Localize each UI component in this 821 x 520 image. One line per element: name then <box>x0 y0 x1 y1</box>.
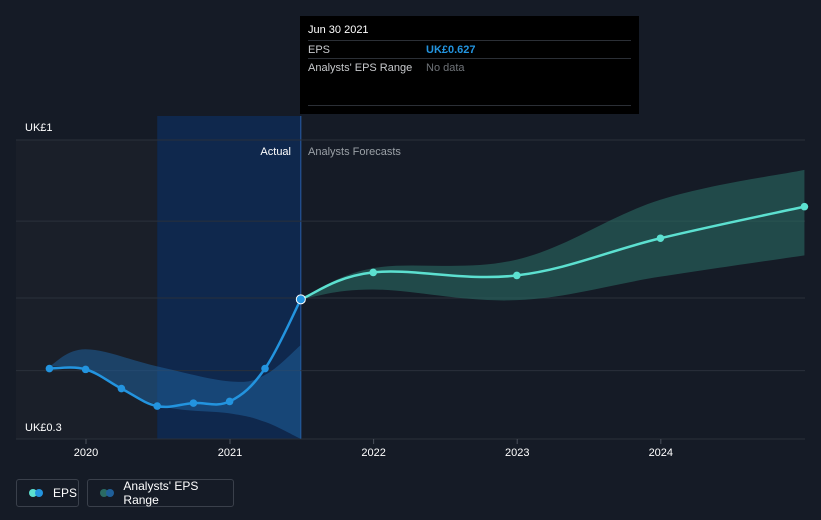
forecast-point <box>369 268 378 277</box>
tooltip-range-value: No data <box>426 61 465 74</box>
tooltip-row-eps: EPS UK£0.627 <box>308 40 631 58</box>
tooltip-divider <box>308 105 631 106</box>
range-legend-icon <box>100 489 115 497</box>
tooltip-range-label: Analysts' EPS Range <box>308 61 413 74</box>
eps-point-highlighted <box>295 294 306 305</box>
forecast-line <box>300 205 805 301</box>
range-band-layer <box>49 169 805 439</box>
tooltip-date: Jun 30 2021 <box>308 24 369 36</box>
forecast-point <box>656 234 665 243</box>
legend-eps-button[interactable]: EPS <box>16 479 79 507</box>
tooltip-eps-label: EPS <box>308 43 331 56</box>
x-tick-label: 2024 <box>649 447 673 459</box>
eps-point <box>189 399 198 407</box>
x-tick-label: 2021 <box>218 447 242 459</box>
eps-legend-icon <box>29 489 45 497</box>
eps-point <box>261 364 269 373</box>
eps-point <box>81 365 90 374</box>
y-axis-top-label: UK£1 <box>25 122 53 134</box>
point-layer <box>45 202 809 410</box>
forecast-point <box>800 202 809 211</box>
legend-eps-label: EPS <box>53 486 78 500</box>
tooltip: Jun 30 2021 EPS UK£0.627 Analysts' EPS R… <box>300 16 639 114</box>
x-tick-label: 2022 <box>361 447 385 459</box>
text-layer: Actual Analysts Forecasts UK£1 UK£0.3 <box>25 122 401 434</box>
tooltip-row-range: Analysts' EPS Range No data <box>308 58 631 76</box>
range-band-actual <box>49 345 301 439</box>
eps-point <box>153 402 162 410</box>
actual-label: Actual <box>260 146 291 158</box>
eps-point <box>117 384 126 393</box>
eps-point <box>45 364 54 373</box>
forecast-point <box>513 271 521 280</box>
range-band-forecast <box>300 169 805 301</box>
x-tick-label: 2023 <box>505 447 529 459</box>
legend-range-label: Analysts' EPS Range <box>123 479 199 507</box>
tooltip-eps-value: UK£0.627 <box>426 43 476 56</box>
chart-background-layer <box>16 116 302 439</box>
legend-range-button[interactable]: Analysts' EPS Range <box>87 479 234 507</box>
x-tick-label: 2020 <box>74 447 98 459</box>
grid-layer: 2020 2021 2022 2023 2024 <box>16 139 805 459</box>
y-axis-bottom-label: UK£0.3 <box>25 422 62 434</box>
eps-point <box>225 397 234 406</box>
forecast-label: Analysts Forecasts <box>308 146 401 158</box>
